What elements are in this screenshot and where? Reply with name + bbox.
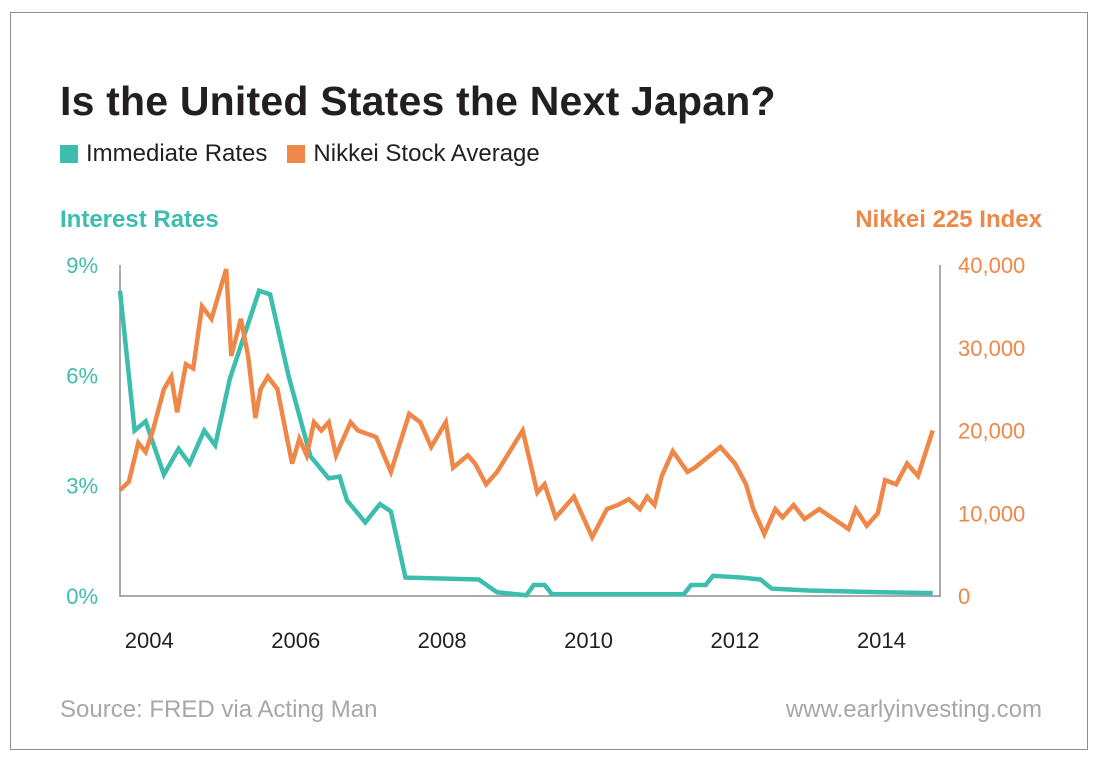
x-tick-label: 2010 — [564, 628, 613, 653]
legend-label-nikkei: Nikkei Stock Average — [313, 140, 540, 167]
x-tick-label: 2012 — [711, 628, 760, 653]
right-tick-label: 10,000 — [958, 501, 1025, 526]
legend-swatch-rates — [60, 145, 78, 163]
legend-swatch-nikkei — [287, 145, 306, 163]
x-tick-label: 2014 — [857, 628, 906, 653]
left-tick-label: 9% — [66, 253, 98, 278]
x-tick-label: 2008 — [418, 628, 467, 653]
right-tick-label: 0 — [958, 584, 970, 609]
right-axis-title: Nikkei 225 Index — [855, 206, 1042, 233]
right-tick-label: 20,000 — [958, 419, 1025, 444]
left-tick-label: 0% — [66, 584, 98, 609]
legend-label-rates: Immediate Rates — [86, 140, 268, 167]
right-tick-label: 40,000 — [958, 253, 1025, 278]
left-axis-title: Interest Rates — [60, 206, 219, 233]
legend-item-rates: Immediate Rates — [60, 140, 267, 168]
x-tick-label: 2004 — [125, 628, 174, 653]
chart-frame — [10, 12, 1088, 750]
left-tick-label: 6% — [66, 363, 98, 388]
series-line-immediate-rates — [117, 287, 933, 598]
left-tick-label: 3% — [66, 474, 98, 499]
x-tick-label: 2006 — [271, 628, 320, 653]
legend: Immediate Rates Nikkei Stock Average — [60, 140, 560, 168]
chart-title: Is the United States the Next Japan? — [60, 78, 776, 124]
legend-item-nikkei: Nikkei Stock Average — [287, 140, 540, 168]
source-note: Source: FRED via Acting Man — [60, 696, 378, 723]
series-line-nikkei — [118, 268, 935, 543]
website-url: www.earlyinvesting.com — [785, 696, 1042, 723]
right-tick-label: 30,000 — [958, 336, 1025, 361]
